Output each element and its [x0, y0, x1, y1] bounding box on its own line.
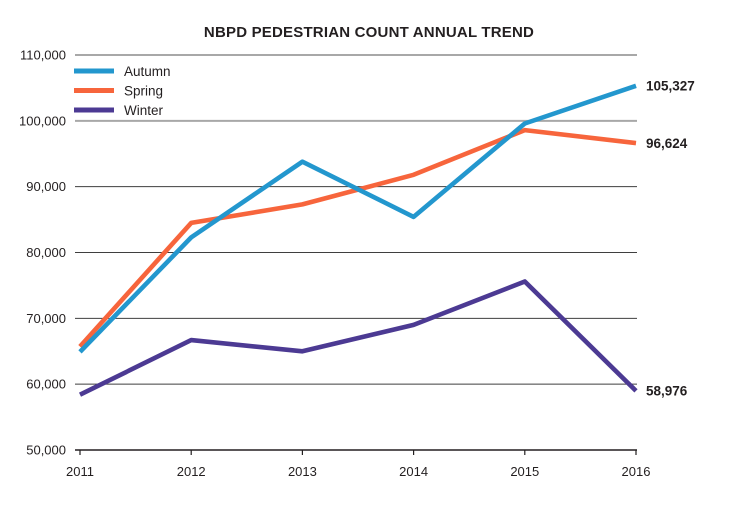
chart-title: NBPD PEDESTRIAN COUNT ANNUAL TREND: [204, 24, 534, 41]
x-axis-tick-label: 2013: [288, 464, 317, 479]
x-axis-labels: 2011 2012 2013 2014 2015 2016: [66, 464, 650, 479]
series-line-spring: [78, 127, 637, 349]
x-axis-tick-label: 2016: [622, 464, 651, 479]
y-axis-tick-label: 100,000: [19, 113, 66, 128]
end-value-labels: 105,327 96,624 58,976: [646, 79, 695, 399]
legend-swatch-winter-icon: [74, 107, 114, 113]
x-axis-tick-label: 2015: [510, 464, 539, 479]
legend-swatch-autumn-icon: [74, 68, 114, 74]
end-value-label-winter: 58,976: [646, 384, 688, 399]
legend-swatch-spring-icon: [74, 88, 114, 93]
y-axis-tick-label: 80,000: [26, 245, 66, 260]
y-axis-tick-label: 110,000: [20, 48, 66, 63]
y-axis-tick-label: 50,000: [26, 443, 66, 458]
y-axis-tick-label: 90,000: [26, 179, 66, 194]
x-axis-tick-label: 2012: [177, 464, 206, 479]
legend: Autumn Spring Winter: [74, 64, 171, 118]
end-value-label-spring: 96,624: [646, 136, 688, 151]
y-axis-tick-label: 70,000: [26, 311, 66, 326]
series-line-winter: [78, 279, 638, 397]
series-line-autumn: [78, 83, 637, 354]
legend-label-autumn: Autumn: [124, 64, 171, 79]
legend-label-winter: Winter: [124, 103, 164, 118]
series-lines: [78, 83, 638, 397]
x-axis-tick-label: 2014: [399, 464, 428, 479]
y-axis-labels: 110,000 100,000 90,000 80,000 70,000 60,000 50…: [19, 48, 66, 458]
x-axis-tick-label: 2011: [66, 464, 94, 479]
y-axis-tick-label: 60,000: [26, 377, 66, 392]
end-value-label-autumn: 105,327: [646, 79, 695, 94]
legend-label-spring: Spring: [124, 83, 163, 98]
gridlines: [75, 54, 637, 455]
